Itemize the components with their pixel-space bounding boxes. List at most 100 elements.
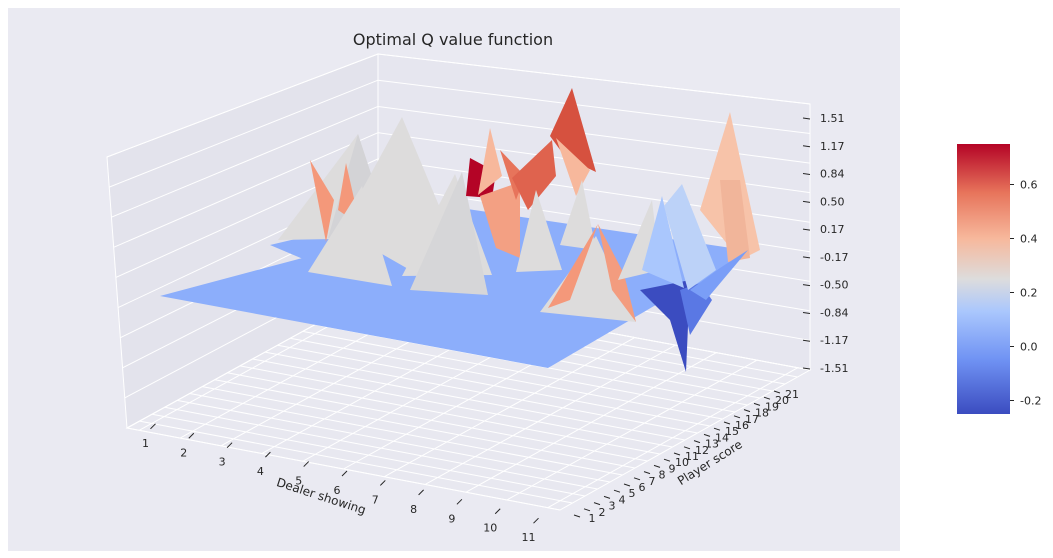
- surface-peak: [664, 184, 716, 290]
- z-tick-label: 1.17: [820, 140, 845, 153]
- x-tick-mark: [533, 517, 539, 524]
- surface-peak: [690, 250, 748, 300]
- colorbar-tick-label: 0.0: [1020, 341, 1038, 354]
- z-grid-line: [113, 132, 379, 248]
- y-tick-label: 1: [589, 512, 596, 525]
- surface-peak: [512, 140, 556, 210]
- y-tick-mark: [683, 446, 691, 450]
- surface-peak: [560, 180, 596, 250]
- y-grid-line: [177, 399, 611, 483]
- x-tick-mark: [341, 470, 348, 477]
- z-tick-label: 0.17: [820, 223, 845, 236]
- z-grid-line: [106, 53, 379, 158]
- y-tick-label: 6: [639, 481, 646, 494]
- y-tick-mark: [773, 390, 781, 394]
- z-grid-line: [377, 79, 811, 135]
- y-tick-label: 17: [745, 413, 759, 426]
- z-tick-mark: [802, 117, 811, 120]
- y-tick-mark: [613, 489, 621, 493]
- surface-peak: [410, 172, 488, 295]
- z-tick-mark: [802, 228, 811, 231]
- colorbar-tick-label: 0.4: [1020, 233, 1038, 246]
- x-tick-label: 11: [522, 531, 536, 544]
- y-tick-mark: [713, 427, 721, 431]
- y-tick-mark: [633, 477, 641, 481]
- z-tick-label: -1.17: [820, 334, 848, 347]
- y-tick-mark: [733, 415, 741, 419]
- y-grid-line: [277, 344, 711, 427]
- y-tick-label: 12: [695, 444, 709, 457]
- colorbar-tick-label: -0.2: [1020, 395, 1041, 408]
- colorbar-tick-label: 0.6: [1020, 179, 1038, 192]
- y-tick-mark: [603, 495, 611, 499]
- y-tick-mark: [663, 458, 671, 462]
- y-tick-label: 10: [675, 456, 689, 469]
- colorbar: [957, 144, 1010, 414]
- z-tick-mark: [802, 311, 811, 314]
- x-tick-label: 2: [180, 446, 187, 459]
- y-tick-label: 9: [669, 462, 676, 475]
- surface-peak: [478, 128, 502, 195]
- y-tick-label: 16: [735, 419, 749, 432]
- y-tick-label: 14: [715, 431, 729, 444]
- y-grid-line: [214, 379, 648, 462]
- x-tick-label: 10: [483, 522, 497, 535]
- z-tick-label: -0.84: [820, 306, 848, 319]
- z-axis-ticks: -1.51 -1.17 -0.84 -0.50 -0.17 0.17 0.50 0.84 1.1…: [802, 112, 848, 375]
- z-tick-mark: [802, 284, 811, 287]
- x-tick-mark: [456, 498, 463, 505]
- z-tick-mark: [802, 145, 811, 148]
- x-axis-ticks: 1 2 3 4 5 6 7 8 9 10 11: [142, 423, 539, 544]
- z-tick-label: -1.51: [820, 362, 848, 375]
- y-grid-line: [126, 427, 561, 511]
- y-tick-label: 19: [765, 400, 779, 413]
- surface-plot: [160, 88, 760, 372]
- y-tick-label: 2: [599, 506, 606, 519]
- y-grid-line: [227, 372, 661, 455]
- chart-title: Optimal Q value function: [353, 30, 553, 49]
- z-tick-label: 0.50: [820, 195, 845, 208]
- colorbar-tick-label: 0.2: [1020, 287, 1038, 300]
- y-tick-label: 20: [775, 394, 789, 407]
- x-tick-label: 6: [334, 484, 341, 497]
- z-grid-line: [377, 53, 811, 105]
- y-tick-mark: [763, 396, 771, 400]
- y-tick-label: 5: [629, 487, 636, 500]
- y-grid-line: [302, 330, 736, 413]
- z-tick-mark: [802, 256, 811, 259]
- surface-dip: [640, 280, 690, 372]
- y-tick-mark: [643, 471, 651, 475]
- x-tick-mark: [418, 489, 424, 496]
- x-tick-label: 9: [448, 512, 455, 525]
- y-tick-label: 4: [619, 493, 626, 506]
- y-tick-mark: [693, 440, 701, 444]
- z-tick-label: 1.51: [820, 112, 845, 125]
- y-grid-line: [264, 351, 698, 434]
- x-tick-mark: [303, 461, 310, 467]
- x-tick-label: 3: [219, 456, 226, 469]
- surface-peak: [642, 196, 684, 288]
- z-tick-label: -0.17: [820, 251, 848, 264]
- z-tick-label: 0.84: [820, 168, 845, 181]
- y-grid-line: [239, 365, 673, 448]
- y-tick-label: 7: [649, 475, 656, 488]
- y-tick-mark: [653, 464, 661, 468]
- y-tick-mark: [743, 409, 751, 413]
- z-tick-mark: [802, 367, 811, 370]
- surface-peak: [308, 186, 392, 286]
- y-tick-label: 18: [755, 407, 769, 420]
- surface-peak: [548, 224, 598, 308]
- y-tick-mark: [673, 452, 681, 456]
- y-tick-mark: [703, 433, 711, 437]
- y-tick-mark: [723, 421, 731, 425]
- z-grid-line: [111, 105, 379, 218]
- x-tick-label: 4: [257, 465, 264, 478]
- x-tick-label: 1: [142, 437, 149, 450]
- x-tick-label: 8: [410, 503, 417, 516]
- y-grid-line: [139, 420, 573, 504]
- y-grid-line: [152, 413, 586, 497]
- x-tick-mark: [226, 442, 233, 449]
- z-tick-mark: [802, 200, 811, 203]
